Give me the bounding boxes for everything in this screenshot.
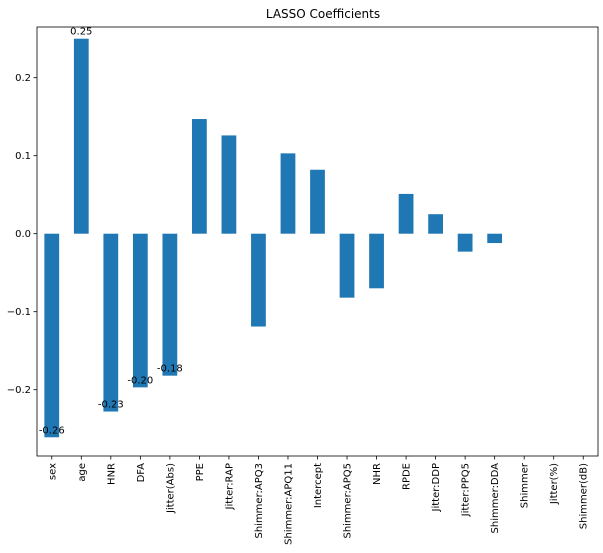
y-tick-label: −0.2 [7, 385, 31, 396]
data-label-HNR: -0.23 [98, 400, 124, 411]
bar-NHR [369, 233, 384, 289]
y-tick-label: −0.1 [7, 307, 31, 318]
bar-Shimmer:APQ5 [339, 233, 355, 298]
y-axis: −0.2 −0.1 0.0 0.1 0.2 [7, 73, 37, 396]
bar-Jitter:PPQ5 [457, 233, 473, 252]
data-label-age: 0.25 [70, 27, 92, 38]
bar-Jitter:RAP [221, 135, 237, 234]
bars-group [44, 38, 503, 438]
x-tick-label: age [77, 463, 88, 482]
bar-Jitter:DDP [428, 214, 443, 234]
x-tick-label: Shimmer(dB) [579, 463, 590, 529]
y-tick-label: 0.0 [15, 229, 31, 240]
bar-Shimmer:DDA [487, 233, 503, 244]
plot-frame [36, 26, 599, 457]
bar-PPE [192, 119, 207, 234]
bar-Shimmer:APQ11 [280, 153, 296, 234]
x-tick-label: sex [47, 463, 58, 480]
x-tick-label: RPDE [402, 463, 413, 490]
x-tick-label: Jitter:DDP [431, 463, 442, 512]
x-tick-label: Shimmer [520, 462, 531, 508]
x-axis: sex age HNR DFA Jitter(Abs) PPE Jitter:RAP Shim… [47, 456, 590, 545]
x-tick-label: Shimmer:APQ3 [254, 463, 265, 539]
x-tick-label: NHR [372, 463, 383, 485]
y-tick-label: 0.1 [15, 151, 31, 162]
x-tick-label: Shimmer:APQ11 [283, 463, 294, 545]
x-tick-label: Shimmer:DDA [490, 463, 501, 534]
x-tick-label: PPE [195, 463, 206, 481]
bar-Intercept [310, 169, 325, 234]
bar-Shimmer:APQ3 [251, 233, 266, 327]
data-label-Jitter(Abs): -0.18 [157, 364, 183, 375]
x-tick-label: Jitter(%) [549, 463, 560, 505]
x-tick-label: Jitter:PPQ5 [461, 463, 472, 517]
bar-RPDE [398, 193, 414, 234]
x-tick-label: Jitter(Abs) [165, 463, 176, 514]
bar-DFA [132, 233, 148, 388]
x-tick-label: Shimmer:APQ5 [343, 463, 354, 539]
bar-Jitter(Abs) [162, 233, 178, 376]
x-tick-label: Intercept [313, 463, 324, 508]
bar-age [73, 38, 89, 234]
bar-sex [44, 233, 60, 438]
y-tick-label: 0.2 [15, 73, 31, 84]
data-label-sex: -0.26 [39, 425, 65, 436]
chart-title: LASSO Coefficients [266, 7, 380, 21]
x-tick-label: DFA [136, 463, 147, 483]
bar-HNR [103, 233, 119, 412]
data-label-DFA: -0.20 [127, 375, 153, 386]
x-tick-label: HNR [106, 463, 117, 485]
x-tick-label: Jitter:RAP [224, 463, 235, 510]
data-labels-group: -0.26 0.25 -0.23 -0.20 -0.18 [39, 27, 183, 437]
